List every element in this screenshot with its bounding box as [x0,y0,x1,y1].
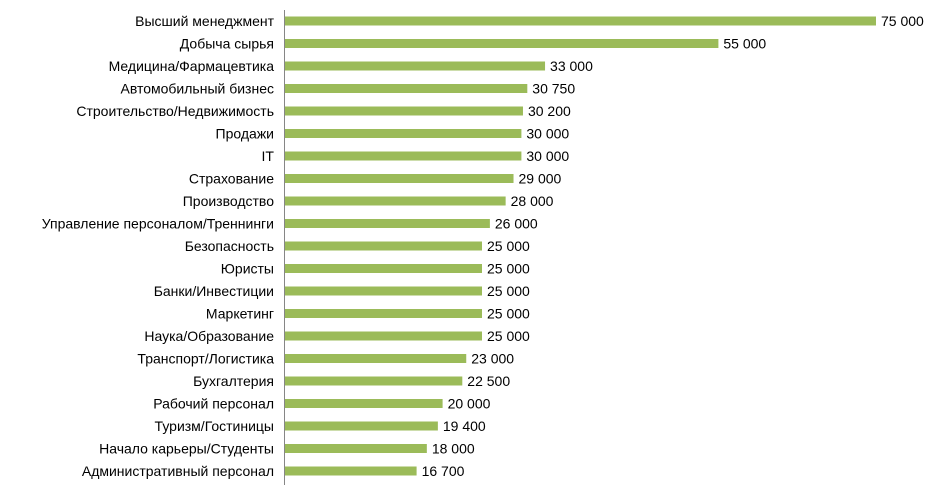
value-label: 55 000 [723,36,766,52]
bar [285,84,528,93]
bar [285,309,482,318]
category-label: Транспорт/Логистика [137,351,274,367]
category-label: Строительство/Недвижимость [76,103,274,119]
value-label: 30 750 [532,81,575,97]
category-label: Рабочий персонал [153,396,274,412]
value-label: 28 000 [511,193,554,209]
bar [285,264,482,273]
value-label: 23 000 [471,351,514,367]
category-label: Юристы [221,261,274,277]
bar [285,219,490,228]
bar [285,129,522,138]
bar [285,354,467,363]
category-label: Автомобильный бизнес [120,81,274,97]
value-label: 18 000 [432,441,475,457]
bar [285,241,482,251]
bar [285,421,438,431]
category-label: Туризм/Гостиницы [155,418,274,434]
category-label: Продажи [216,126,274,142]
category-label: Страхование [189,171,274,187]
value-label: 16 700 [422,463,465,479]
value-label: 33 000 [550,58,593,74]
category-label: Производство [183,193,274,209]
bar [285,106,523,116]
bar [285,286,482,296]
value-label: 30 200 [528,103,571,119]
value-label: 20 000 [448,396,491,412]
bar [285,61,546,71]
bar [285,151,522,161]
value-label: 25 000 [487,328,530,344]
bar [285,331,482,341]
bar [285,444,427,453]
category-label: Маркетинг [206,306,274,322]
value-label: 25 000 [487,261,530,277]
category-label: Начало карьеры/Студенты [99,441,274,457]
value-label: 19 400 [443,418,486,434]
category-label: Банки/Инвестиции [154,283,274,299]
category-label: IT [262,148,275,164]
bar [285,174,514,183]
bar [285,376,463,386]
bar [285,399,443,408]
bar [285,466,417,476]
value-label: 22 500 [467,373,510,389]
value-label: 29 000 [519,171,562,187]
value-label: 26 000 [495,216,538,232]
category-label: Управление персоналом/Треннинги [42,216,274,232]
value-label: 25 000 [487,238,530,254]
bar [285,196,506,206]
value-label: 25 000 [487,283,530,299]
category-label: Добыча сырья [180,36,274,52]
category-label: Безопасность [185,238,274,254]
value-label: 25 000 [487,306,530,322]
category-label: Административный персонал [82,463,274,479]
category-label: Медицина/Фармацевтика [109,58,275,74]
value-label: 30 000 [526,126,569,142]
value-label: 75 000 [881,13,924,29]
category-label: Бухгалтерия [193,373,274,389]
bar [285,16,876,26]
category-label: Наука/Образование [144,328,274,344]
bar [285,39,719,48]
category-label: Высший менеджмент [135,13,274,29]
value-label: 30 000 [526,148,569,164]
